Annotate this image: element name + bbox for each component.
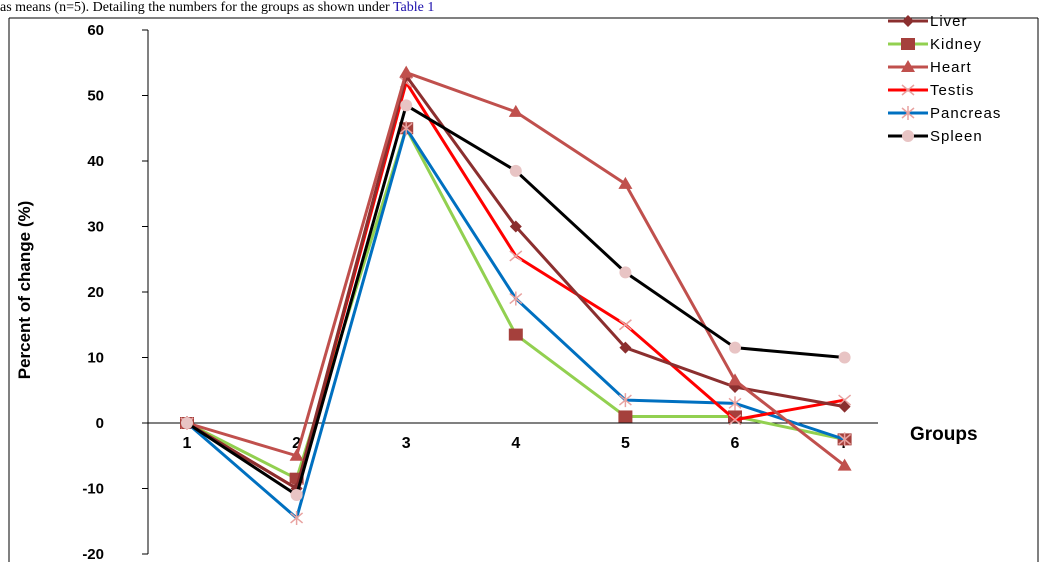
y-tick-label: 0 <box>96 415 104 432</box>
legend-item-heart: Heart <box>888 59 972 76</box>
data-point-spleen <box>619 266 632 279</box>
data-point-pancreas <box>728 396 742 411</box>
x-tick-label: 5 <box>621 435 630 452</box>
data-point-heart <box>289 448 304 461</box>
legend-marker <box>901 84 915 96</box>
data-point-spleen <box>181 417 193 429</box>
legend-label: Spleen <box>930 128 983 145</box>
series-line-liver <box>186 74 845 490</box>
data-point-heart <box>508 104 523 117</box>
figure-caption: as means (n=5). Detailing the numbers fo… <box>0 0 434 16</box>
y-tick-label: 40 <box>87 153 104 170</box>
legend-item-spleen: Spleen <box>888 128 983 145</box>
data-point-testis <box>838 394 852 406</box>
data-point-spleen <box>838 351 851 364</box>
data-point-kidney <box>508 328 523 341</box>
data-point-testis <box>728 414 742 426</box>
legend-item-testis: Testis <box>888 82 974 99</box>
caption-text: as means (n=5). Detailing the numbers fo… <box>0 0 393 15</box>
data-point-heart <box>618 176 633 189</box>
series-spleen <box>181 99 851 502</box>
y-tick-label: -10 <box>82 481 104 498</box>
legend-item-kidney: Kidney <box>888 36 982 53</box>
data-point-pancreas <box>509 291 523 306</box>
data-point-kidney <box>618 410 633 423</box>
legend-label: Heart <box>930 59 972 76</box>
y-tick-label: 20 <box>87 284 104 301</box>
x-tick-label: 4 <box>511 435 520 452</box>
series-pancreas <box>180 121 852 525</box>
x-axis: 1234567 <box>148 422 878 452</box>
data-point-heart <box>399 65 414 78</box>
series-layer <box>180 65 852 525</box>
y-tick-label: 60 <box>87 22 104 39</box>
series-liver <box>181 69 851 495</box>
data-point-liver <box>838 400 851 413</box>
y-tick-label: 30 <box>87 219 104 236</box>
data-point-spleen <box>729 341 741 354</box>
y-tick-label: 10 <box>87 350 104 367</box>
legend-item-liver: Liver <box>888 13 968 30</box>
legend: Liver Kidney Heart Testis Pancreas Spleen <box>888 13 1001 145</box>
data-point-testis <box>509 250 523 262</box>
x-axis-title: Groups <box>910 424 978 445</box>
table-link[interactable]: Table 1 <box>392 0 435 15</box>
data-point-pancreas <box>290 510 304 525</box>
data-point-spleen <box>290 489 303 502</box>
y-axis-title: Percent of change (%) <box>15 201 34 380</box>
legend-item-pancreas: Pancreas <box>888 105 1001 122</box>
series-testis <box>180 76 852 495</box>
y-axis: 60 50 40 30 20 10 0 -10 -20 <box>82 22 149 562</box>
y-tick-label: -20 <box>82 546 104 562</box>
data-point-pancreas <box>838 432 852 447</box>
y-tick-label: 50 <box>87 88 104 105</box>
data-point-pancreas <box>618 393 632 408</box>
legend-label: Pancreas <box>930 105 1001 122</box>
x-tick-label: 3 <box>402 435 411 452</box>
legend-marker <box>901 60 915 72</box>
data-point-heart <box>837 458 852 471</box>
data-point-heart <box>728 373 742 386</box>
legend-marker <box>902 130 914 142</box>
x-tick-label: 2 <box>292 435 301 452</box>
data-point-spleen <box>400 99 413 112</box>
x-tick-label: 6 <box>731 435 740 452</box>
data-point-liver <box>509 220 522 233</box>
data-point-testis <box>618 319 632 331</box>
series-line-testis <box>186 80 845 490</box>
legend-marker <box>901 38 915 50</box>
legend-label: Kidney <box>930 36 982 53</box>
series-line-pancreas <box>186 126 846 520</box>
legend-label: Testis <box>930 82 974 99</box>
data-point-liver <box>619 341 632 354</box>
legend-label: Liver <box>930 13 968 30</box>
x-tick-label: 1 <box>183 435 192 452</box>
legend-marker <box>901 106 915 120</box>
legend-marker <box>902 15 914 27</box>
data-point-spleen <box>509 164 522 177</box>
